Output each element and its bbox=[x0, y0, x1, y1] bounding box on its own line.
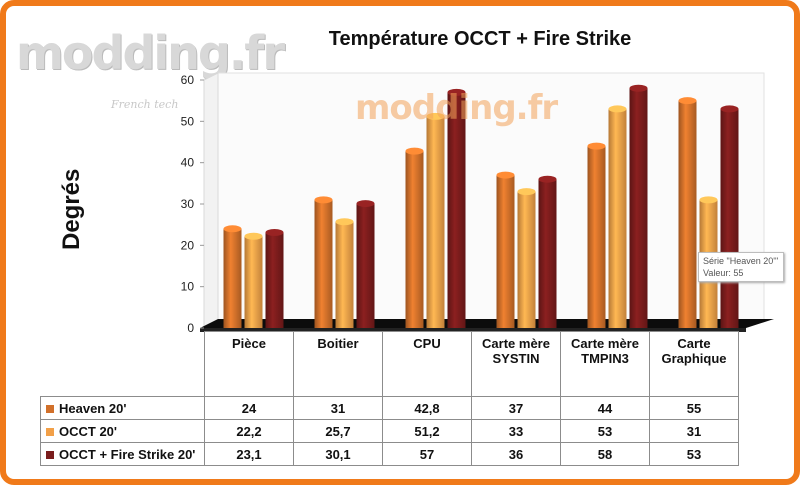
data-value-cell: 55 bbox=[649, 396, 739, 420]
data-value-cell: 22,2 bbox=[204, 419, 294, 443]
bar bbox=[587, 146, 606, 328]
bar-top bbox=[517, 188, 536, 196]
table-corner bbox=[41, 332, 205, 397]
bar-top bbox=[447, 88, 466, 96]
bar-top bbox=[223, 225, 242, 233]
series-legend-cell: OCCT 20' bbox=[40, 419, 205, 443]
bar-top bbox=[314, 196, 333, 204]
bar bbox=[496, 175, 515, 328]
bar-top bbox=[587, 142, 606, 150]
data-value-cell: 53 bbox=[649, 442, 739, 466]
data-value-cell: 31 bbox=[649, 419, 739, 443]
logo-tagline: French tech bbox=[111, 98, 179, 111]
y-axis-label: Degrés bbox=[58, 168, 85, 250]
data-value-cell: 51,2 bbox=[382, 419, 472, 443]
bar-top bbox=[426, 112, 445, 120]
category-header: Carte Graphique bbox=[649, 331, 739, 397]
data-value-cell: 33 bbox=[471, 419, 561, 443]
y-tick-label: 20 bbox=[181, 238, 195, 252]
chart-title: Température OCCT + Fire Strike bbox=[328, 28, 632, 50]
category-header: Carte mère SYSTIN bbox=[471, 331, 561, 397]
data-value-cell: 57 bbox=[382, 442, 472, 466]
series-name: OCCT 20' bbox=[59, 423, 117, 439]
data-value-cell: 37 bbox=[471, 396, 561, 420]
data-value-cell: 58 bbox=[560, 442, 650, 466]
series-legend-cell: Heaven 20' bbox=[40, 396, 205, 420]
bar-top bbox=[538, 175, 557, 183]
bar-top bbox=[335, 218, 354, 226]
bar bbox=[356, 203, 375, 328]
data-value-cell: 30,1 bbox=[293, 442, 383, 466]
bar-top bbox=[265, 229, 284, 237]
data-value-cell: 53 bbox=[560, 419, 650, 443]
center-watermark: modding.fr bbox=[355, 88, 558, 128]
category-header: Boitier bbox=[293, 331, 383, 397]
bar-top bbox=[356, 200, 375, 208]
bar bbox=[265, 232, 284, 328]
series-swatch bbox=[46, 450, 54, 459]
bar-top bbox=[629, 84, 648, 92]
bar bbox=[335, 221, 354, 328]
category-header: Carte mère TMPIN3 bbox=[560, 331, 650, 397]
bar bbox=[517, 191, 536, 328]
bar-top bbox=[678, 97, 697, 105]
category-header: CPU bbox=[382, 331, 472, 397]
bar bbox=[426, 116, 445, 328]
data-value-cell: 25,7 bbox=[293, 419, 383, 443]
y-tick-label: 50 bbox=[181, 114, 195, 128]
bar-top bbox=[405, 147, 424, 155]
series-swatch bbox=[46, 404, 54, 413]
data-value-cell: 23,1 bbox=[204, 442, 294, 466]
y-tick-label: 60 bbox=[181, 73, 195, 87]
bar bbox=[720, 108, 739, 328]
bar bbox=[223, 228, 242, 328]
tooltip-value: Valeur: 55 bbox=[703, 268, 744, 278]
side-wall bbox=[203, 72, 219, 329]
bar-top bbox=[244, 232, 263, 240]
bar-top bbox=[699, 196, 718, 204]
bar bbox=[678, 100, 697, 329]
modding-logo: modding.fr bbox=[16, 26, 285, 80]
bar-top bbox=[496, 171, 515, 179]
bar-top bbox=[720, 105, 739, 113]
tooltip-series: Série "Heaven 20'" bbox=[703, 256, 779, 266]
data-value-cell: 42,8 bbox=[382, 396, 472, 420]
data-table: Pièce Boitier CPU Carte mère SYSTIN Carte mè… bbox=[40, 331, 739, 466]
bar bbox=[447, 92, 466, 329]
data-value-cell: 44 bbox=[560, 396, 650, 420]
series-legend-cell: OCCT + Fire Strike 20' bbox=[40, 442, 205, 466]
y-tick-label: 10 bbox=[181, 280, 195, 294]
bar-top bbox=[608, 105, 627, 113]
series-swatch bbox=[46, 427, 54, 436]
category-header: Pièce bbox=[204, 331, 294, 397]
y-tick-label: 30 bbox=[181, 197, 195, 211]
bar bbox=[405, 151, 424, 328]
floor-edge bbox=[200, 328, 746, 332]
bar bbox=[244, 236, 263, 328]
bar bbox=[629, 88, 648, 329]
y-tick-label: 0 bbox=[187, 321, 194, 335]
series-name: OCCT + Fire Strike 20' bbox=[59, 446, 196, 462]
bar bbox=[314, 199, 333, 328]
data-value-cell: 36 bbox=[471, 442, 561, 466]
data-value-cell: 31 bbox=[293, 396, 383, 420]
bar bbox=[538, 179, 557, 328]
y-tick-label: 40 bbox=[181, 156, 195, 170]
bar bbox=[608, 108, 627, 328]
value-tooltip: Série "Heaven 20'" Valeur: 55 bbox=[698, 252, 784, 282]
series-name: Heaven 20' bbox=[59, 400, 127, 416]
data-value-cell: 24 bbox=[204, 396, 294, 420]
